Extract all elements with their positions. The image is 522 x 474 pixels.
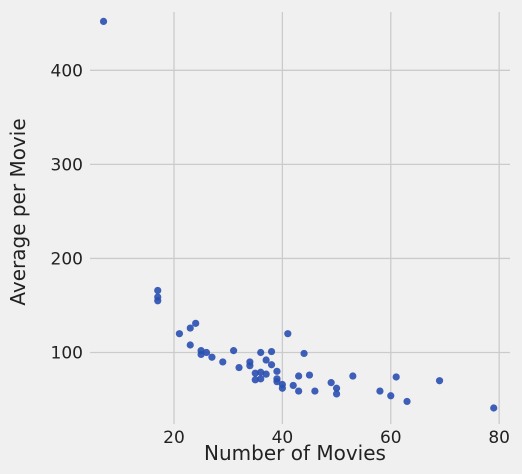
data-point (197, 350, 205, 358)
x-tick-label: 40 (272, 428, 294, 448)
data-point (295, 387, 303, 395)
data-point (154, 286, 162, 295)
data-point (99, 17, 108, 26)
data-point (305, 371, 314, 379)
data-point (392, 373, 400, 381)
data-point (186, 324, 194, 332)
x-axis-label: Number of Movies (204, 441, 386, 465)
data-point (300, 349, 308, 358)
data-point (251, 369, 259, 377)
x-tick-label: 60 (380, 428, 402, 448)
data-point (289, 381, 297, 390)
data-point (273, 378, 281, 386)
data-points (99, 17, 498, 412)
y-axis-label: Average per Movie (6, 118, 30, 305)
data-point (257, 348, 265, 357)
data-point (186, 341, 194, 349)
data-point (230, 347, 238, 355)
data-point (262, 356, 270, 364)
data-point (257, 368, 265, 376)
x-axis-ticks: 20 40 60 80 (163, 428, 510, 448)
data-point (403, 397, 411, 406)
data-point (295, 372, 303, 380)
data-point (349, 372, 357, 380)
data-point (267, 347, 276, 356)
data-point (154, 297, 162, 305)
x-tick-label: 20 (163, 428, 185, 448)
y-tick-label: 100 (51, 344, 83, 364)
data-point (202, 348, 211, 357)
data-point (490, 404, 498, 412)
data-point (219, 358, 227, 366)
data-point (376, 387, 384, 395)
grid (90, 12, 510, 424)
data-point (208, 353, 216, 361)
data-point (262, 370, 270, 378)
data-point (251, 376, 259, 384)
data-point (175, 330, 184, 338)
data-point (267, 361, 276, 369)
data-point (284, 330, 292, 338)
y-axis-ticks: 100 200 300 400 (51, 61, 83, 363)
data-point (235, 363, 243, 372)
data-point (327, 379, 335, 387)
data-point (435, 377, 444, 385)
data-point (387, 392, 395, 400)
data-point (311, 387, 319, 395)
y-tick-label: 300 (51, 155, 83, 175)
data-point (278, 384, 286, 392)
y-tick-label: 400 (51, 61, 83, 81)
y-tick-label: 200 (51, 249, 83, 269)
data-point (257, 375, 265, 383)
data-point (273, 367, 281, 375)
data-point (192, 319, 200, 327)
data-point (332, 390, 341, 398)
x-tick-label: 80 (488, 428, 510, 448)
data-point (332, 384, 341, 392)
data-point (246, 362, 254, 370)
